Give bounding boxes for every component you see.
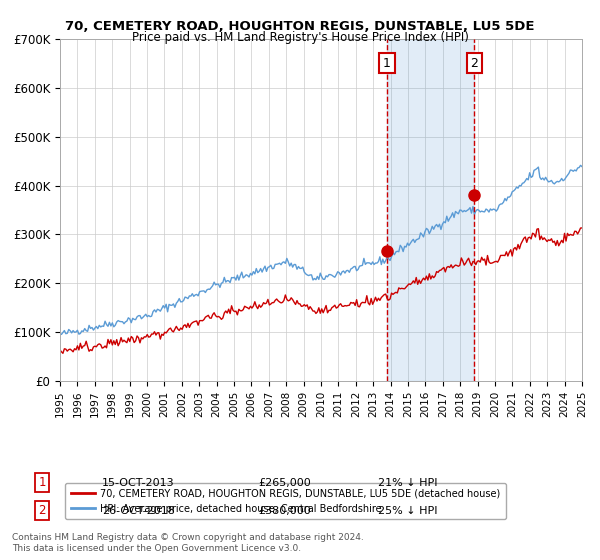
Text: Price paid vs. HM Land Registry's House Price Index (HPI): Price paid vs. HM Land Registry's House … xyxy=(131,31,469,44)
Bar xyxy=(387,39,475,381)
Text: 2: 2 xyxy=(470,57,478,69)
Text: 2: 2 xyxy=(38,504,46,517)
Text: 1: 1 xyxy=(38,476,46,489)
Text: 26-OCT-2018: 26-OCT-2018 xyxy=(102,506,175,516)
Legend: 70, CEMETERY ROAD, HOUGHTON REGIS, DUNSTABLE, LU5 5DE (detached house), HPI: Ave: 70, CEMETERY ROAD, HOUGHTON REGIS, DUNST… xyxy=(65,483,506,520)
Text: 21% ↓ HPI: 21% ↓ HPI xyxy=(378,478,437,488)
Text: 15-OCT-2013: 15-OCT-2013 xyxy=(102,478,175,488)
Text: Contains HM Land Registry data © Crown copyright and database right 2024.
This d: Contains HM Land Registry data © Crown c… xyxy=(12,533,364,553)
Text: £265,000: £265,000 xyxy=(258,478,311,488)
Text: 25% ↓ HPI: 25% ↓ HPI xyxy=(378,506,437,516)
Text: 1: 1 xyxy=(383,57,391,69)
Text: £380,000: £380,000 xyxy=(258,506,311,516)
Text: 70, CEMETERY ROAD, HOUGHTON REGIS, DUNSTABLE, LU5 5DE: 70, CEMETERY ROAD, HOUGHTON REGIS, DUNST… xyxy=(65,20,535,32)
